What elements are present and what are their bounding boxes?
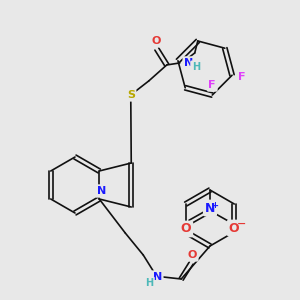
Text: F: F <box>208 80 216 90</box>
Text: N: N <box>153 272 162 282</box>
Text: N: N <box>184 58 194 68</box>
Text: +: + <box>212 200 218 209</box>
Text: O: O <box>181 223 191 236</box>
Text: −: − <box>237 219 247 229</box>
Text: O: O <box>151 36 160 46</box>
Text: N: N <box>205 202 215 214</box>
Text: H: H <box>192 62 200 72</box>
Text: H: H <box>145 278 153 288</box>
Text: O: O <box>229 221 239 235</box>
Text: N: N <box>97 186 106 196</box>
Text: O: O <box>188 250 197 260</box>
Text: F: F <box>238 72 246 82</box>
Text: S: S <box>127 90 135 100</box>
